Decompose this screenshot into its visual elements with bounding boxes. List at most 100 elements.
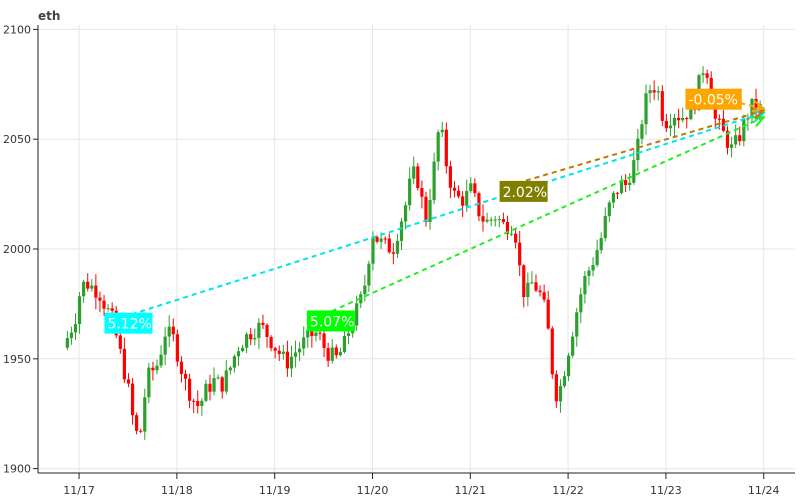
candle-body	[94, 285, 98, 298]
candle-body	[428, 200, 432, 223]
candle-body	[175, 334, 179, 362]
annotation-label: -0.05%	[688, 93, 738, 109]
candle-body	[204, 383, 208, 401]
x-tick-label: 11/17	[63, 484, 95, 497]
candle-body	[183, 373, 188, 379]
candle-body	[334, 347, 338, 356]
candle-body	[236, 351, 241, 357]
candle-body	[725, 130, 730, 148]
candle-body	[371, 236, 375, 264]
candle-body	[713, 105, 717, 119]
x-tick-label: 11/23	[650, 484, 682, 497]
candle-body	[167, 326, 171, 337]
candle-body	[355, 303, 359, 326]
candle-body	[277, 350, 281, 354]
candle-body	[444, 129, 448, 167]
annotation-label-box	[306, 310, 355, 332]
candle-body	[139, 430, 143, 432]
candle-body	[701, 73, 705, 76]
x-tick-label: 11/21	[454, 484, 486, 497]
candle-body	[293, 352, 298, 357]
candle-body	[587, 270, 591, 276]
candle-body	[228, 367, 232, 371]
y-tick-label: 2050	[3, 133, 31, 146]
candle-body	[705, 73, 709, 78]
candle-body	[575, 312, 579, 337]
candle-body	[273, 348, 277, 351]
x-tick-label: 11/24	[748, 484, 780, 497]
trend-arrow-head	[751, 100, 766, 113]
candle-body	[110, 308, 114, 311]
candle-body	[738, 135, 742, 142]
candle-body	[363, 285, 367, 295]
candlestick-series	[65, 66, 762, 440]
candle-body	[648, 90, 652, 94]
candle-body	[481, 216, 485, 222]
candle-body	[261, 322, 265, 326]
candle-body	[660, 91, 664, 121]
y-tick-label: 1900	[3, 463, 31, 476]
candle-body	[196, 401, 200, 407]
candle-body	[179, 361, 184, 374]
candle-body	[208, 383, 212, 392]
candle-body	[306, 329, 310, 338]
x-tick-label: 11/18	[161, 484, 193, 497]
candle-body	[257, 322, 261, 338]
candle-body	[611, 192, 616, 203]
x-axis: 11/17 11/18 11/19 11/20 11/21 11/22 11/23 11/24	[63, 473, 780, 497]
candle-body	[86, 281, 90, 289]
x-tick-label: 11/20	[357, 484, 389, 497]
candle-body	[558, 386, 563, 402]
candle-body	[118, 335, 122, 349]
candle-body	[518, 242, 522, 266]
annotation-label: 5.12%	[107, 317, 151, 333]
candle-body	[729, 144, 734, 148]
annotation-label-box	[685, 88, 742, 110]
candle-body	[281, 351, 285, 354]
x-tick-label: 11/19	[259, 484, 291, 497]
candle-body	[171, 326, 175, 335]
candle-body	[656, 91, 660, 93]
candle-body	[73, 324, 78, 333]
candle-body	[452, 187, 457, 191]
annotation-label-box	[104, 312, 153, 334]
trend-line	[516, 109, 764, 185]
candle-body	[367, 263, 371, 286]
candle-body	[318, 332, 322, 334]
candle-body	[265, 325, 269, 338]
candle-body	[530, 282, 534, 284]
candle-body	[200, 400, 204, 407]
candle-body	[232, 356, 237, 368]
candle-body	[143, 397, 147, 432]
candle-body	[346, 333, 351, 337]
candle-body	[383, 238, 387, 240]
candle-body	[554, 374, 558, 402]
candle-body	[607, 202, 611, 217]
candle-body	[505, 222, 510, 234]
candle-body	[640, 124, 644, 139]
y-tick-label: 2000	[3, 243, 31, 256]
candle-body	[436, 132, 440, 162]
candle-body	[664, 120, 668, 129]
candle-body	[672, 117, 677, 126]
candle-body	[473, 183, 477, 194]
y-axis: 1900 1950 2000 2050 2100	[3, 23, 38, 476]
candle-body	[412, 166, 416, 179]
candle-body	[147, 367, 151, 398]
candle-body	[122, 348, 126, 380]
candle-body	[420, 188, 424, 197]
candle-body	[249, 334, 253, 340]
candle-body	[90, 285, 94, 289]
annotation-label: 2.02%	[503, 185, 547, 201]
candle-body	[493, 219, 497, 221]
candle-body	[65, 338, 69, 348]
candle-body	[681, 117, 685, 121]
candle-body	[465, 191, 469, 206]
candle-body	[534, 282, 538, 291]
candle-body	[245, 334, 249, 348]
candle-body	[652, 90, 656, 93]
candle-body	[689, 101, 693, 120]
annotation-label: 5.07%	[310, 314, 354, 330]
candle-body	[408, 178, 412, 206]
